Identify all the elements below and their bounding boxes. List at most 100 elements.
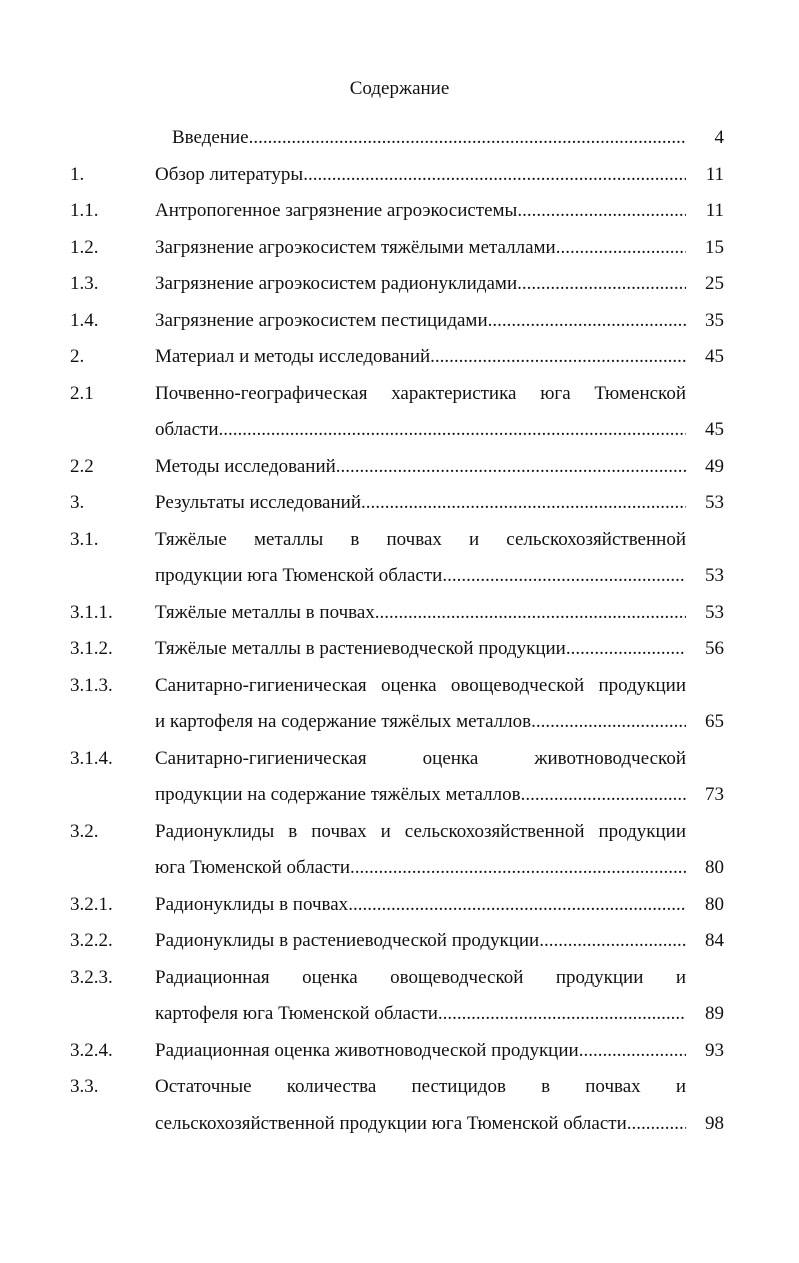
section-title[interactable]: Санитарно-гигиеническая оценка животново…	[155, 747, 686, 769]
toc-entry[interactable]: 1.2. Загрязнение агроэкосистем тяжёлыми м…	[70, 230, 724, 267]
page-number: 45	[705, 346, 724, 367]
section-title-text: Радионуклиды в растениеводческой продукц…	[155, 930, 540, 951]
section-number: 3.	[70, 492, 85, 513]
toc-line: продукции юга Тюменской области.........…	[70, 558, 724, 595]
page-number: 98	[705, 1112, 724, 1134]
toc-entry[interactable]: 3.1.2. Тяжёлые металлы в растениеводческо…	[70, 631, 724, 668]
page-number: 35	[705, 309, 724, 331]
section-title-text: Обзор литературы	[155, 163, 304, 185]
section-title-text: Антропогенное загрязнение агроэкосистемы	[155, 200, 518, 221]
toc-line: 3.1.2. Тяжёлые металлы в растениеводческо…	[70, 631, 724, 668]
toc-line: картофеля юга Тюменской области.........…	[70, 996, 724, 1033]
toc-line: 3.1.3. Санитарно-гигиеническая оценка ово…	[70, 668, 724, 705]
section-title[interactable]: сельскохозяйственной продукции юга Тюмен…	[155, 1106, 686, 1143]
section-title[interactable]: Антропогенное загрязнение агроэкосистемы…	[155, 193, 686, 230]
section-title[interactable]: Введение................................…	[155, 120, 686, 157]
toc-line: 3. Результаты исследований...............…	[70, 485, 724, 522]
section-title-text: и картофеля на содержание тяжёлых металл…	[155, 711, 532, 732]
section-title[interactable]: Загрязнение агроэкосистем тяжёлыми метал…	[155, 230, 686, 267]
section-title[interactable]: Радиационная оценка животноводческой про…	[155, 1033, 686, 1070]
toc-entry[interactable]: 1.3. Загрязнение агроэкосистем радионукли…	[70, 266, 724, 303]
section-title[interactable]: Радионуклиды в растениеводческой продукц…	[155, 923, 686, 960]
dot-leader: ........................................…	[487, 309, 686, 331]
dot-leader: ........................................…	[565, 638, 686, 659]
section-number: 1.4.	[70, 309, 99, 331]
section-number: 3.1.3.	[70, 674, 113, 696]
section-number: 3.1.	[70, 528, 99, 550]
section-title[interactable]: Материал и методы исследований..........…	[155, 339, 686, 376]
section-title[interactable]: Тяжёлые металлы в почвах и сельскохозяйс…	[155, 528, 686, 550]
section-title[interactable]: и картофеля на содержание тяжёлых металл…	[155, 704, 686, 741]
toc-entry[interactable]: 1. Обзор литературы......................…	[70, 157, 724, 194]
section-number: 2.2	[70, 455, 94, 477]
section-title[interactable]: картофеля юга Тюменской области.........…	[155, 996, 686, 1033]
toc-line: юга Тюменской области...................…	[70, 850, 724, 887]
page-number: 84	[705, 930, 724, 951]
section-number: 1.2.	[70, 236, 99, 258]
section-title[interactable]: Почвенно-географическая характеристика ю…	[155, 382, 686, 404]
section-number: 3.2.3.	[70, 966, 113, 988]
section-number: 1.1.	[70, 200, 99, 221]
dot-leader: ........................................…	[335, 455, 686, 477]
toc-line: 3.1. Тяжёлые металлы в почвах и сельскохо…	[70, 522, 724, 559]
toc-entry[interactable]: 1.4. Загрязнение агроэкосистем пестицидам…	[70, 303, 724, 340]
toc-line: продукции на содержание тяжёлых металлов…	[70, 777, 724, 814]
section-title[interactable]: Загрязнение агроэкосистем радионуклидами…	[155, 266, 686, 303]
dot-leader: ........................................…	[531, 711, 686, 732]
toc-entry[interactable]: 3.2.4. Радиационная оценка животноводческ…	[70, 1033, 724, 1070]
toc-entry[interactable]: 3.2.1. Радионуклиды в почвах.............…	[70, 887, 724, 924]
toc-entry[interactable]: 3.1.4. Санитарно-гигиеническая оценка жив…	[70, 741, 724, 814]
toc-line: 3.2.1. Радионуклиды в почвах.............…	[70, 887, 724, 924]
page-number: 93	[705, 1039, 724, 1061]
section-title-text: Радионуклиды в почвах	[155, 893, 349, 915]
toc-line: 2.2 Методы исследований..................…	[70, 449, 724, 486]
section-title[interactable]: Тяжёлые металлы в почвах................…	[155, 595, 686, 632]
toc-entry[interactable]: Введение................................…	[70, 120, 724, 157]
section-number: 1.3.	[70, 273, 99, 294]
section-title-text: Загрязнение агроэкосистем тяжёлыми метал…	[155, 236, 556, 258]
toc-entry[interactable]: 3.3. Остаточные количества пестицидов в п…	[70, 1069, 724, 1142]
page-number: 49	[705, 455, 724, 477]
section-number: 1.	[70, 163, 85, 185]
toc-entry[interactable]: 3. Результаты исследований...............…	[70, 485, 724, 522]
toc-line: 1.3. Загрязнение агроэкосистем радионукли…	[70, 266, 724, 303]
toc-entry[interactable]: 2.1 Почвенно-географическая характеристик…	[70, 376, 724, 449]
section-title[interactable]: Методы исследований.....................…	[155, 449, 686, 486]
page-number: 56	[705, 638, 724, 659]
toc-line: 3.1.4. Санитарно-гигиеническая оценка жив…	[70, 741, 724, 778]
section-title[interactable]: Радионуклиды в почвах...................…	[155, 887, 686, 924]
toc-line: 1. Обзор литературы......................…	[70, 157, 724, 194]
section-title-text: сельскохозяйственной продукции юга Тюмен…	[155, 1112, 627, 1134]
toc-entry[interactable]: 3.1.1. Тяжёлые металлы в почвах..........…	[70, 595, 724, 632]
dot-leader: ........................................…	[539, 930, 686, 951]
section-title[interactable]: Загрязнение агроэкосистем пестицидами...…	[155, 303, 686, 340]
toc-entry[interactable]: 3.1. Тяжёлые металлы в почвах и сельскохо…	[70, 522, 724, 595]
section-number: 3.2.4.	[70, 1039, 113, 1061]
section-title[interactable]: юга Тюменской области...................…	[155, 850, 686, 887]
toc-line: 1.4. Загрязнение агроэкосистем пестицидам…	[70, 303, 724, 340]
section-title[interactable]: продукции на содержание тяжёлых металлов…	[155, 777, 686, 814]
toc-line: Введение................................…	[70, 120, 724, 157]
section-title-text: Методы исследований	[155, 455, 336, 477]
toc-entry[interactable]: 1.1. Антропогенное загрязнение агроэкосис…	[70, 193, 724, 230]
toc-entry[interactable]: 3.2.3. Радиационная оценка овощеводческой…	[70, 960, 724, 1033]
section-title[interactable]: Радионуклиды в почвах и сельскохозяйстве…	[155, 820, 686, 842]
toc-entry[interactable]: 3.1.3. Санитарно-гигиеническая оценка ово…	[70, 668, 724, 741]
toc-line: области.................................…	[70, 412, 724, 449]
section-title[interactable]: Результаты исследований.................…	[155, 485, 686, 522]
section-title[interactable]: области.................................…	[155, 412, 686, 449]
dot-leader: ........................................…	[303, 163, 686, 185]
toc-entry[interactable]: 2.2 Методы исследований..................…	[70, 449, 724, 486]
section-title[interactable]: Тяжёлые металлы в растениеводческой прод…	[155, 631, 686, 668]
section-number: 3.2.2.	[70, 930, 113, 951]
dot-leader: ........................................…	[248, 127, 686, 148]
toc-line: 1.2. Загрязнение агроэкосистем тяжёлыми м…	[70, 230, 724, 267]
toc-entry[interactable]: 3.2.2. Радионуклиды в растениеводческой п…	[70, 923, 724, 960]
section-title[interactable]: Санитарно-гигиеническая оценка овощеводч…	[155, 674, 686, 696]
toc-entry[interactable]: 3.2. Радионуклиды в почвах и сельскохозяй…	[70, 814, 724, 887]
section-title[interactable]: Обзор литературы........................…	[155, 157, 686, 194]
section-title[interactable]: Радиационная оценка овощеводческой проду…	[155, 966, 686, 988]
section-title[interactable]: продукции юга Тюменской области.........…	[155, 558, 686, 595]
section-title[interactable]: Остаточные количества пестицидов в почва…	[155, 1076, 686, 1097]
toc-entry[interactable]: 2. Материал и методы исследований........…	[70, 339, 724, 376]
